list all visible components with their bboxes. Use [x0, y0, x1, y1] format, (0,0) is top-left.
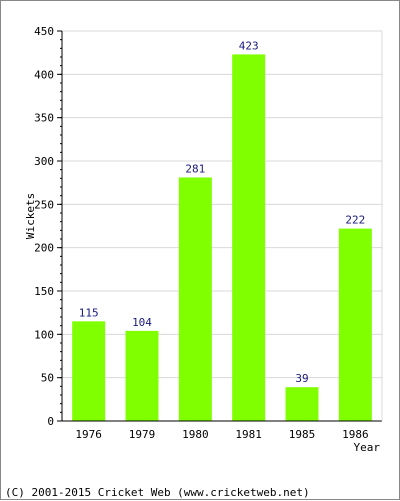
x-tick-label: 1985 [289, 428, 316, 441]
data-label: 423 [239, 39, 259, 52]
bar [125, 330, 159, 421]
y-axis-label: Wickets [24, 193, 37, 239]
y-tick-label: 450 [34, 25, 54, 38]
y-tick-label: 400 [34, 68, 54, 81]
x-tick-label: 1986 [342, 428, 369, 441]
y-tick-label: 50 [41, 372, 54, 385]
x-tick-label: 1980 [182, 428, 209, 441]
x-tick-label: 1979 [129, 428, 156, 441]
y-tick-label: 250 [34, 198, 54, 211]
data-label: 222 [345, 214, 365, 227]
bar [338, 228, 372, 421]
bar [178, 177, 212, 421]
y-tick-label: 300 [34, 155, 54, 168]
y-tick-label: 150 [34, 285, 54, 298]
y-tick-label: 200 [34, 242, 54, 255]
x-axis-label: Year [354, 441, 381, 454]
y-tick-label: 350 [34, 112, 54, 125]
data-label: 104 [132, 316, 152, 329]
x-tick-label: 1981 [235, 428, 262, 441]
y-tick-label: 0 [47, 415, 54, 428]
bar [232, 54, 266, 422]
data-label: 39 [295, 372, 308, 385]
copyright-text: (C) 2001-2015 Cricket Web (www.cricketwe… [5, 486, 310, 499]
bar [72, 321, 106, 421]
data-label: 115 [79, 306, 99, 319]
data-label: 281 [185, 162, 205, 175]
x-tick-label: 1976 [75, 428, 102, 441]
y-tick-label: 100 [34, 328, 54, 341]
bar [285, 387, 319, 421]
plot-area [62, 31, 382, 421]
